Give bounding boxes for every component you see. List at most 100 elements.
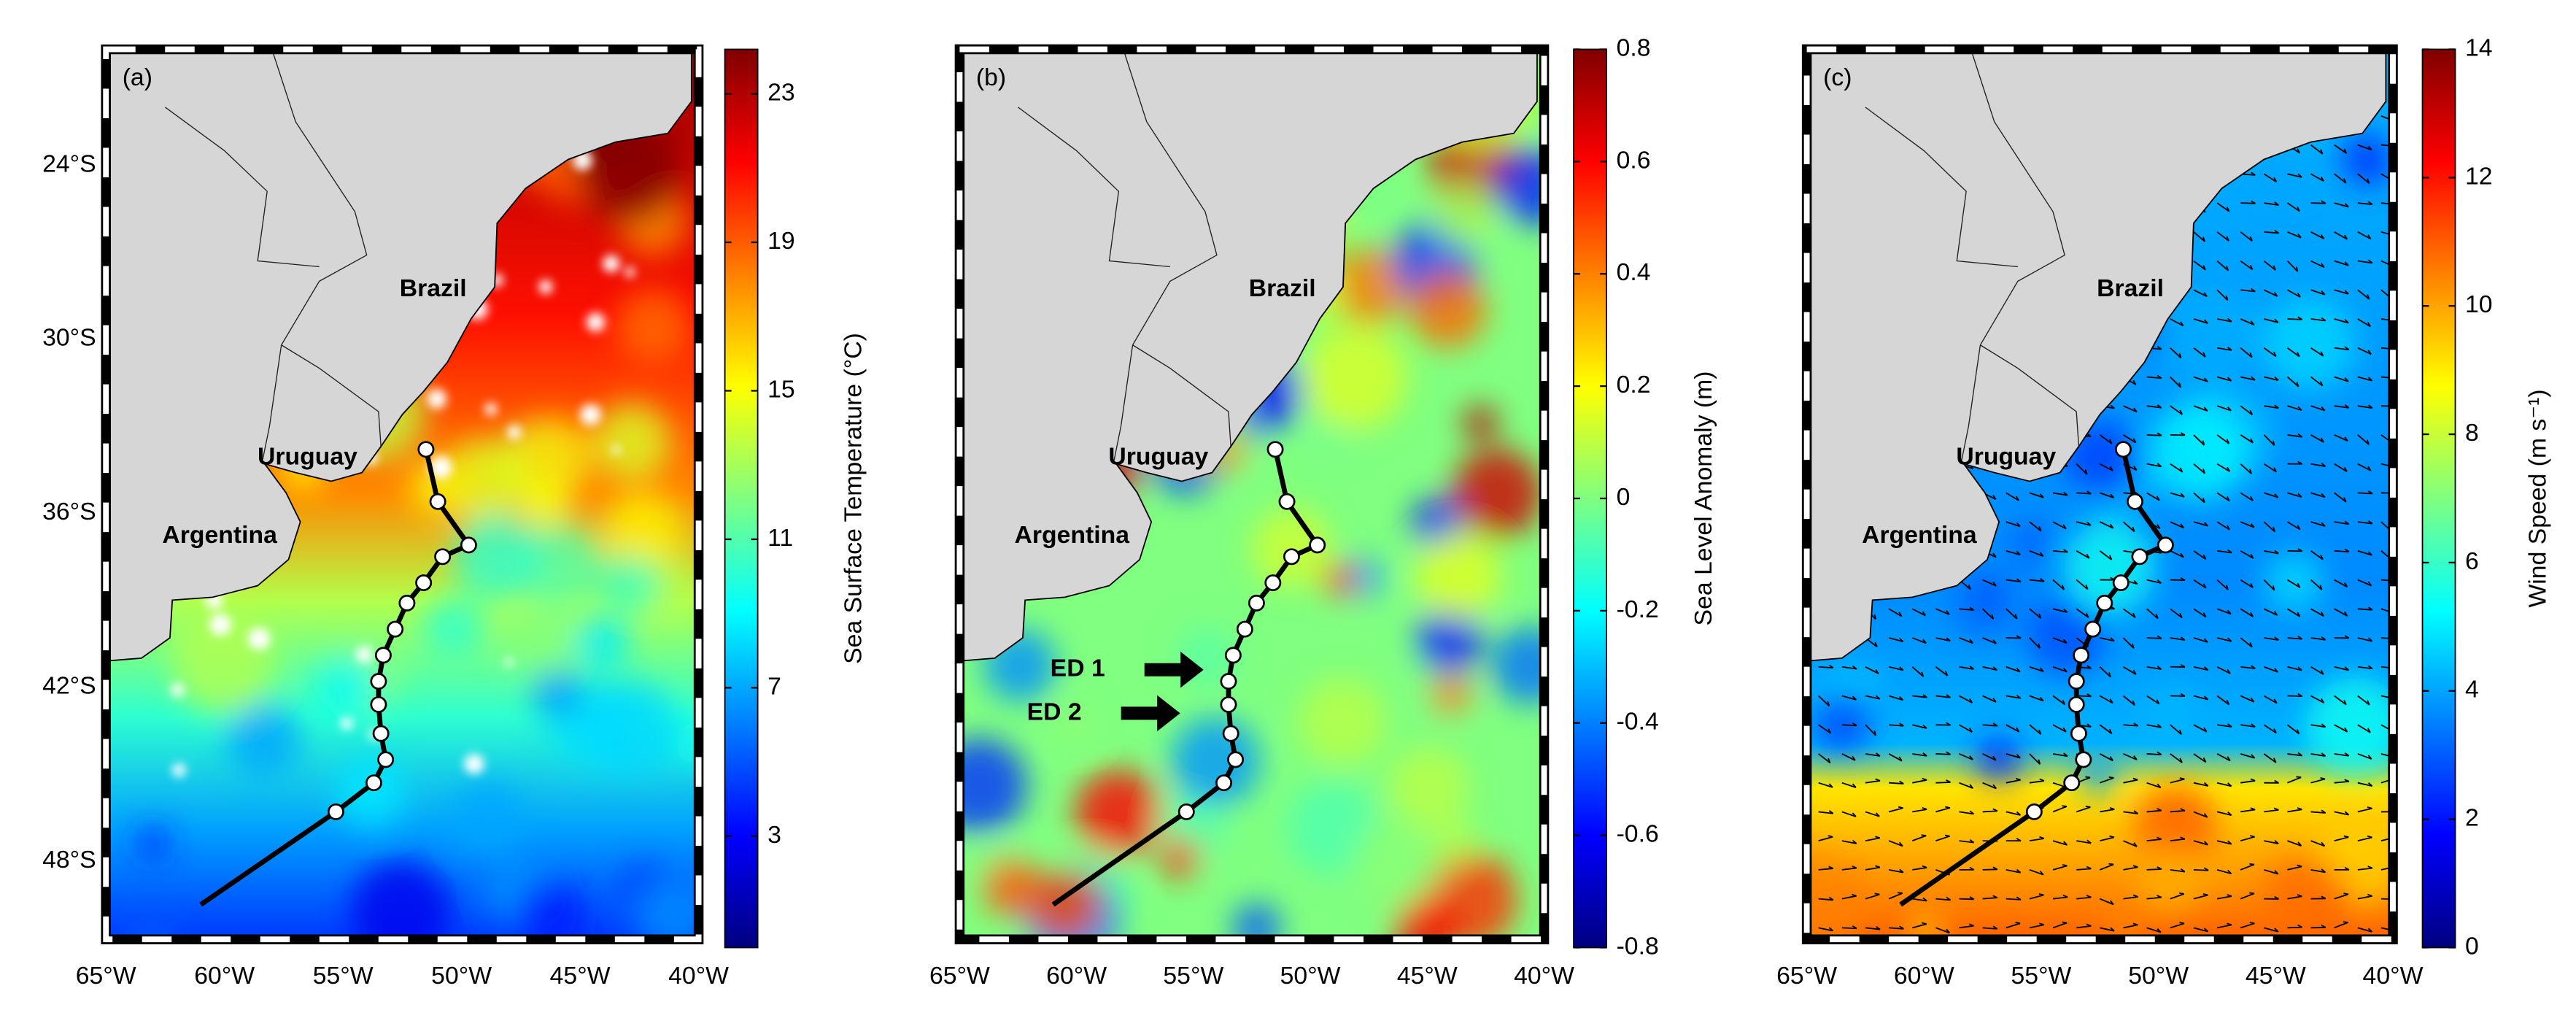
station bbox=[1224, 647, 1242, 664]
annotation: ED 2 bbox=[1027, 698, 1082, 725]
station bbox=[370, 695, 387, 713]
colorbar-tick-label: 15 bbox=[767, 375, 795, 403]
colorbar-tick-label: 4 bbox=[2465, 676, 2479, 703]
place-label: Argentina bbox=[1014, 521, 1129, 549]
station bbox=[1264, 574, 1282, 592]
station bbox=[2096, 594, 2113, 612]
colorbar-tick-label: 0.8 bbox=[1617, 34, 1651, 61]
panel-label: (b) bbox=[976, 63, 1006, 91]
station bbox=[1220, 695, 1237, 713]
station bbox=[327, 803, 344, 820]
station bbox=[377, 751, 395, 768]
lon-tick-label: 60°W bbox=[1046, 962, 1107, 990]
frame-dashes bbox=[103, 46, 702, 943]
land bbox=[105, 48, 692, 662]
colorbar bbox=[724, 48, 759, 949]
land bbox=[1806, 48, 2387, 662]
station bbox=[374, 647, 392, 664]
station bbox=[372, 725, 390, 742]
lon-tick-label: 60°W bbox=[1894, 962, 1954, 990]
annotation-arrow bbox=[1121, 695, 1180, 732]
colorbar-tick-label: 0 bbox=[1617, 483, 1631, 511]
station bbox=[1220, 673, 1237, 690]
colorbar-tick-label: -0.2 bbox=[1617, 595, 1659, 623]
lat-tick-label: 48°S bbox=[42, 846, 96, 874]
border bbox=[1970, 49, 2065, 346]
station bbox=[417, 441, 435, 458]
station bbox=[415, 574, 433, 592]
station bbox=[398, 594, 416, 612]
colorbar-tick-label: 3 bbox=[767, 821, 781, 849]
panel-label: (a) bbox=[123, 63, 152, 91]
colorbar-label: Wind Speed (m s⁻¹) bbox=[2523, 389, 2551, 607]
station bbox=[370, 673, 387, 690]
place-label: Brazil bbox=[1249, 274, 1316, 302]
station bbox=[2068, 673, 2085, 690]
colorbar-label: Sea Level Anomaly (m) bbox=[1690, 371, 1717, 626]
frame-dashes bbox=[956, 46, 1547, 943]
station bbox=[2157, 536, 2174, 554]
station bbox=[1278, 493, 1296, 510]
lon-tick-label: 40°W bbox=[1514, 962, 1574, 990]
border bbox=[281, 344, 382, 447]
station bbox=[1266, 441, 1284, 458]
lon-tick-label: 50°W bbox=[431, 962, 492, 990]
colorbar-tick-label: 8 bbox=[2465, 419, 2479, 447]
lon-tick-label: 55°W bbox=[2011, 962, 2072, 990]
border bbox=[1123, 49, 1218, 346]
station bbox=[1248, 594, 1265, 612]
station bbox=[1222, 725, 1239, 742]
border bbox=[1113, 344, 1134, 461]
colorbar-tick-label: 19 bbox=[767, 227, 795, 255]
place-label: Uruguay bbox=[258, 443, 357, 471]
place-label: Uruguay bbox=[1108, 443, 1208, 471]
colorbar-tick-label: 0.2 bbox=[1617, 371, 1651, 398]
lat-tick-label: 42°S bbox=[42, 672, 96, 700]
border bbox=[1018, 107, 1170, 268]
station bbox=[2068, 695, 2085, 713]
lon-tick-label: 45°W bbox=[1397, 962, 1458, 990]
lon-tick-label: 65°W bbox=[929, 962, 990, 990]
station bbox=[2063, 774, 2081, 792]
station bbox=[2127, 493, 2144, 510]
station bbox=[434, 548, 452, 566]
station bbox=[2073, 647, 2090, 664]
annotation-arrow bbox=[1144, 651, 1204, 688]
lon-tick-label: 40°W bbox=[668, 962, 729, 990]
frame-dashes bbox=[1803, 46, 2396, 943]
colorbar-tick-label: 11 bbox=[767, 524, 793, 552]
lon-tick-label: 50°W bbox=[1280, 962, 1341, 990]
station bbox=[460, 536, 477, 554]
lat-tick-label: 36°S bbox=[42, 498, 96, 525]
station bbox=[365, 774, 382, 792]
border bbox=[271, 49, 368, 346]
colorbar-tick-label: 23 bbox=[767, 78, 795, 106]
map-panel: (a) Brazil Uruguay Argentina 65°W 60°W 55°W 50°… bbox=[42, 44, 867, 990]
map-panel: (c) Brazil Uruguay Argentina 65°W 60°W 55°W 50°… bbox=[1776, 34, 2551, 990]
station bbox=[1236, 620, 1253, 638]
place-label: Brazil bbox=[400, 274, 467, 302]
colorbar-tick-label: 14 bbox=[2465, 34, 2493, 61]
map-panel: (b) Brazil Uruguay Argentina ED 1 ED 2 65°W 60°… bbox=[929, 34, 1717, 989]
lon-tick-label: 45°W bbox=[550, 962, 611, 990]
place-label: Argentina bbox=[1862, 521, 1977, 549]
station bbox=[1309, 536, 1326, 554]
lon-tick-label: 50°W bbox=[2128, 962, 2189, 990]
place-label: Uruguay bbox=[1956, 443, 2056, 471]
colorbar-tick-label: 0 bbox=[2465, 932, 2479, 960]
place-label: Brazil bbox=[2097, 274, 2164, 302]
lon-tick-label: 55°W bbox=[313, 962, 374, 990]
place-label: Argentina bbox=[162, 521, 277, 549]
lon-tick-label: 65°W bbox=[76, 962, 136, 990]
colorbar-tick-label: 10 bbox=[2465, 290, 2493, 318]
colorbar-tick-label: -0.4 bbox=[1617, 708, 1659, 736]
panel-label: (c) bbox=[1823, 63, 1852, 91]
station bbox=[2025, 803, 2043, 820]
lon-tick-label: 45°W bbox=[2246, 962, 2306, 990]
lon-tick-label: 60°W bbox=[194, 962, 255, 990]
colorbar-tick-label: 12 bbox=[2465, 162, 2493, 190]
colorbar-label: Sea Surface Temperature (°C) bbox=[839, 333, 867, 664]
station bbox=[2114, 441, 2132, 458]
border bbox=[1980, 344, 2080, 447]
